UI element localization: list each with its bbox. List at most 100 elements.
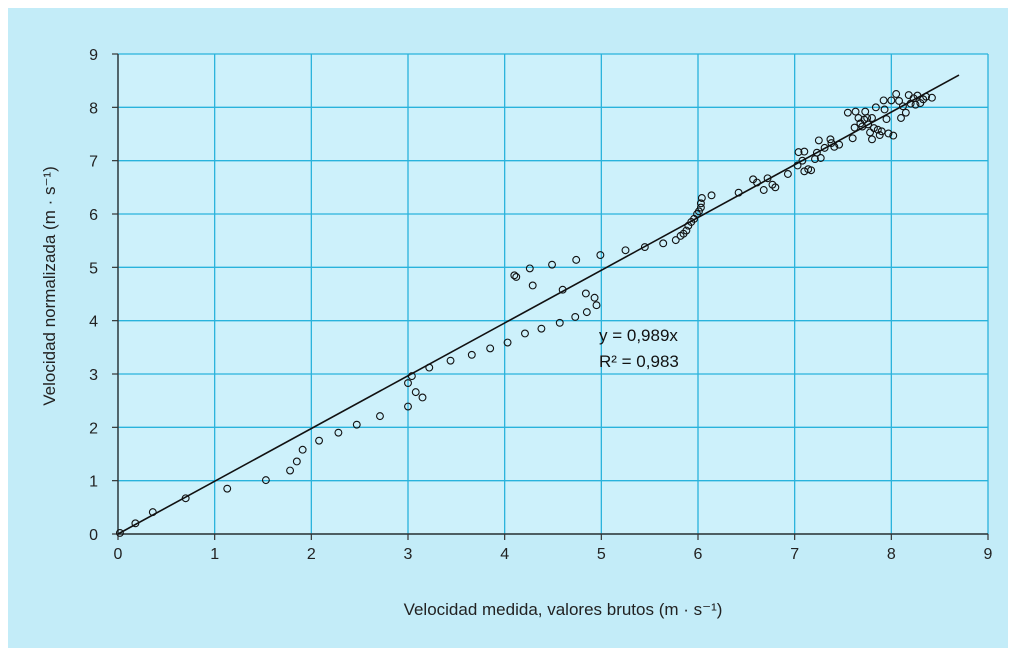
data-point [884,129,893,138]
data-point [866,128,875,137]
data-point [807,166,816,175]
axes [112,53,989,540]
data-point [467,350,476,359]
data-point [558,285,567,294]
y-tick-label: 3 [89,367,98,384]
data-point [512,272,521,281]
y-tick-label: 6 [89,207,98,224]
data-point [286,466,295,475]
data-point [927,93,936,102]
data-point [835,140,844,149]
data-point [851,107,860,116]
data-point [763,174,772,183]
data-point [486,344,495,353]
y-tick-label: 9 [89,47,98,64]
data-point [707,191,716,200]
data-points [115,90,936,537]
data-point [771,183,780,192]
data-point [820,143,829,152]
y-tick-label: 0 [89,527,98,544]
data-point [783,170,792,178]
data-point [889,131,898,140]
data-point [759,186,768,194]
data-point [864,120,873,129]
data-point [407,372,416,381]
x-tick-label: 0 [114,546,123,563]
data-point [695,207,703,216]
y-axis-title: Velocidad normalizada (m · s⁻¹) [40,166,59,406]
data-point [418,393,427,402]
data-point [682,226,691,235]
data-point [548,260,556,269]
data-point [571,312,580,321]
data-point [800,147,809,156]
data-point [901,108,910,117]
data-point [582,308,591,317]
data-point [869,124,878,133]
data-point [334,428,343,437]
data-point [854,114,863,122]
chart-frame: 0 1 2 3 4 5 6 7 8 9 0 1 2 3 4 5 6 7 8 9 y = 0,989x R² = 0,… [8,8,1008,648]
data-point [880,105,889,114]
data-point [793,161,802,170]
x-tick-label: 1 [210,546,219,563]
data-point [895,96,904,105]
data-point [115,528,124,537]
y-tick-label: 7 [89,154,98,171]
data-point [131,519,140,528]
x-tick-label: 5 [597,546,606,563]
data-point [528,281,537,290]
data-point [892,90,901,98]
data-point [537,324,546,333]
data-point [816,154,825,162]
data-point [404,379,412,388]
data-point [850,123,859,132]
data-point [181,494,190,503]
data-point [887,96,896,105]
data-point [352,420,361,429]
data-point [510,271,519,280]
x-tick-label: 4 [500,546,509,563]
equation-label: y = 0,989x [599,326,678,345]
y-tick-labels: 0 1 2 3 4 5 6 7 8 9 [89,47,98,544]
data-point [315,436,324,445]
data-point [521,329,529,338]
data-point [696,199,705,208]
data-point [814,136,823,145]
data-point [411,388,420,397]
x-tick-labels: 0 1 2 3 4 5 6 7 8 9 [114,546,993,563]
data-point [425,363,434,372]
data-point [897,114,905,122]
data-point [913,91,922,100]
data-point [898,102,907,111]
data-point [596,251,605,260]
y-tick-label: 5 [89,260,98,277]
x-tick-label: 8 [887,546,896,563]
data-point [922,92,931,101]
data-point [843,108,852,117]
data-point [446,356,455,365]
x-tick-label: 7 [790,546,799,563]
data-point [882,115,891,124]
data-point [671,236,680,245]
data-point [696,203,705,212]
data-point [261,476,270,485]
data-point [826,135,835,144]
data-point [298,445,307,454]
data-point [555,318,564,327]
data-point [868,114,876,122]
r-squared-label: R² = 0,983 [599,352,679,371]
x-tick-label: 6 [694,546,703,563]
data-point [753,178,761,187]
data-point [697,194,706,202]
data-point [848,134,857,143]
data-point [404,402,412,411]
y-tick-label: 2 [89,420,98,437]
data-point [794,148,803,157]
data-point [223,484,232,493]
y-tick-label: 8 [89,100,98,117]
data-point [911,100,920,109]
data-point [572,255,581,264]
x-tick-label: 3 [404,546,413,563]
y-tick-label: 1 [89,474,98,491]
